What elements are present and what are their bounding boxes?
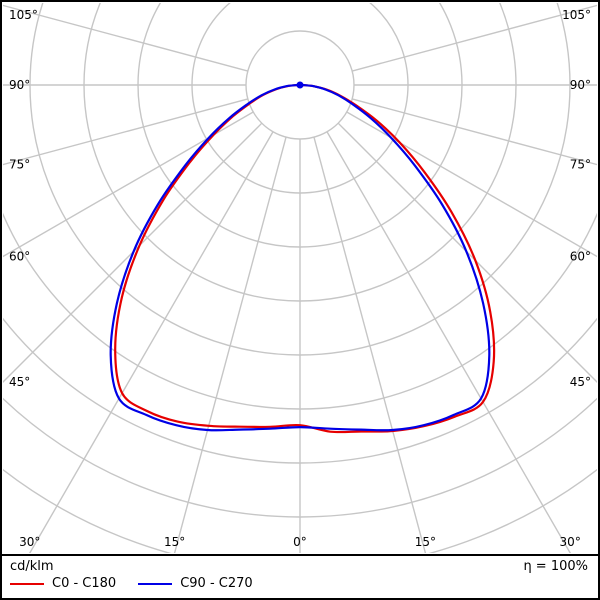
polar-grid [3,3,597,553]
grid-ray [3,4,249,72]
unit-label: cd/klm [10,559,54,574]
curve-c90-c270 [109,83,491,432]
legend-bar: cd/klm C0 - C180 C90 - C270 η = 100% [2,554,598,598]
angle-label-left-30: 30° [19,535,40,549]
angle-label-right-30: 30° [560,535,581,549]
legend-item-c0-c180: C0 - C180 [10,576,116,591]
legend-left-block: cd/klm C0 - C180 C90 - C270 [10,559,253,591]
legend-items: C0 - C180 C90 - C270 [10,576,253,591]
grid-ray [337,122,597,383]
angle-label-right-75: 75° [570,158,591,172]
grid-ray [28,131,274,553]
eta-label: η = 100% [523,559,588,574]
angle-label-left-105: 105° [9,8,38,22]
legend-line-blue [138,582,173,585]
angle-label-right-15: 15° [415,535,436,549]
grid-ray [3,111,254,258]
grid-ray [351,98,597,166]
angle-label-bottom-0: 0° [293,535,307,549]
grid-ray [173,136,287,553]
angle-label-left-15: 15° [164,535,185,549]
angle-label-left-90: 90° [9,78,30,92]
grid-ray [313,136,427,553]
angle-label-right-105: 105° [562,8,591,22]
angle-label-right-90: 90° [570,78,591,92]
curve-apex-dot [296,81,304,89]
angle-label-right-45: 45° [570,375,591,389]
angle-label-left-75: 75° [9,158,30,172]
legend-label-c90-c270: C90 - C270 [180,576,253,591]
legend-item-c90-c270: C90 - C270 [138,576,253,591]
grid-ray [326,131,572,553]
grid-ray [351,4,597,72]
angle-label-right-60: 60° [570,249,591,263]
grid-ray [3,98,249,166]
grid-ray [3,122,263,383]
curve-c0-c180 [114,83,496,434]
angle-label-left-45: 45° [9,375,30,389]
legend-line-red [10,582,44,585]
polar-plot-area: 0° 15° 15° 30° 30° 45° 45° 60° 60° 75° 75° 90° 90° 10… [2,2,598,554]
grid-ray [346,111,597,258]
legend-label-c0-c180: C0 - C180 [52,576,117,591]
polar-chart: 0° 15° 15° 30° 30° 45° 45° 60° 60° 75° 75° 90° 90° 10… [3,3,597,553]
angle-label-left-60: 60° [9,249,30,263]
